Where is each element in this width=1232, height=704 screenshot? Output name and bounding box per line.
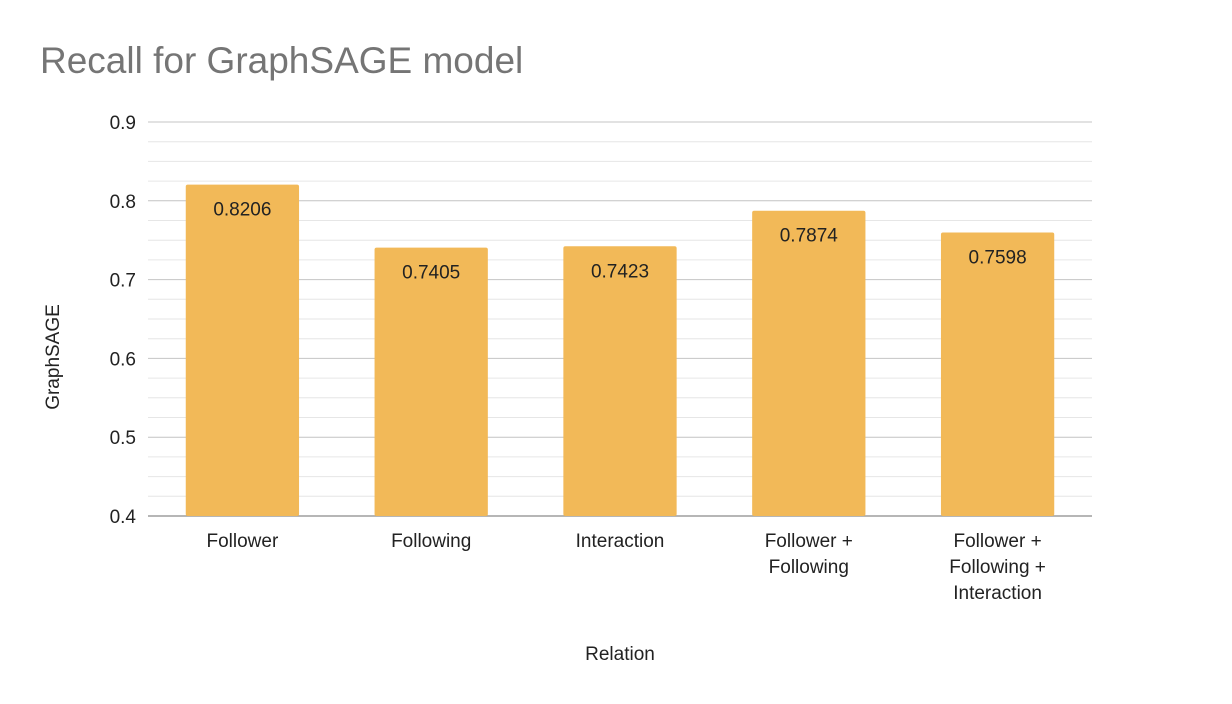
bar <box>374 247 488 516</box>
y-tick-label: 0.5 <box>110 428 136 449</box>
x-category-label: Follower <box>206 531 278 552</box>
y-tick-label: 0.4 <box>110 507 137 528</box>
bar-data-label: 0.7598 <box>969 247 1027 268</box>
x-category-label: Following <box>769 557 849 578</box>
y-tick-label: 0.7 <box>110 271 136 292</box>
bar-data-label: 0.8206 <box>213 200 271 221</box>
bars: 0.8206 0.7405 0.7423 0.7874 0.7598 <box>185 184 1055 517</box>
x-axis-title: Relation <box>585 644 655 665</box>
bar-data-label: 0.7423 <box>591 261 649 282</box>
x-category-labels: Follower Following Interaction Follower + Fo… <box>206 531 1045 604</box>
chart-title: Recall for GraphSAGE model <box>40 40 524 81</box>
y-tick-label: 0.8 <box>110 192 136 213</box>
bar <box>940 232 1055 516</box>
bar-data-label: 0.7405 <box>402 263 460 284</box>
y-axis-title: GraphSAGE <box>43 304 64 410</box>
x-category-label: Follower + <box>954 531 1042 552</box>
x-category-label: Following + <box>949 557 1046 578</box>
bar-data-label: 0.7874 <box>780 226 839 247</box>
bar <box>185 184 300 516</box>
x-category-label: Interaction <box>576 531 665 552</box>
x-category-label: Follower + <box>765 531 853 552</box>
bar <box>563 246 677 517</box>
y-tick-label: 0.6 <box>110 349 136 370</box>
y-tick-label: 0.9 <box>110 113 136 134</box>
x-category-label: Interaction <box>953 583 1042 604</box>
y-tick-labels: 0.4 0.5 0.6 0.7 0.8 0.9 <box>110 113 137 528</box>
bar <box>752 210 866 516</box>
x-category-label: Following <box>391 531 471 552</box>
